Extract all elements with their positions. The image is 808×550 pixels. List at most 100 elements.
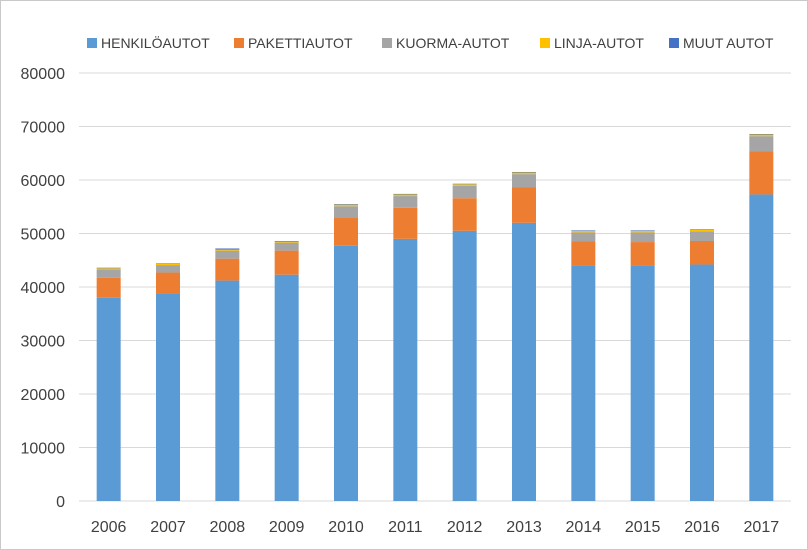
- legend-swatch: [234, 38, 244, 48]
- bar-segment: [96, 268, 121, 270]
- bar-segment: [512, 171, 536, 173]
- bar-segment: [393, 238, 418, 501]
- y-tick-label: 80000: [21, 66, 66, 83]
- x-tick-label: 2009: [269, 519, 305, 536]
- bar-segment: [571, 265, 596, 501]
- legend-label: MUUT AUTOT: [683, 35, 774, 51]
- x-tick-label: 2010: [328, 519, 364, 536]
- y-tick-label: 0: [56, 494, 65, 511]
- bar-segment: [215, 249, 240, 251]
- bar-segment: [749, 151, 774, 195]
- bar-segment: [96, 297, 121, 501]
- x-axis: 2006 2007 2008 2009 2010 2011 2012 2013 2014 2015…: [91, 519, 779, 536]
- legend-swatch: [382, 38, 392, 48]
- bar-segment: [393, 196, 418, 208]
- bar-segment: [512, 174, 536, 188]
- legend-label: KUORMA-AUTOT: [396, 35, 510, 51]
- y-tick-label: 10000: [21, 441, 66, 458]
- bar-segment: [512, 187, 536, 223]
- bar-segment: [690, 229, 714, 232]
- bar-segment: [452, 198, 477, 231]
- gridlines: [79, 72, 791, 502]
- bar-segment: [512, 222, 536, 502]
- y-tick-label: 30000: [21, 334, 66, 351]
- bars: [96, 133, 774, 502]
- bar-segment: [334, 245, 358, 501]
- legend: HENKILÖAUTOT PAKETTIAUTOT KUORMA-AUTOT LINJ…: [87, 34, 774, 51]
- legend-swatch: [87, 38, 97, 48]
- bar-segment: [571, 232, 596, 242]
- y-axis: 0 10000 20000 30000 40000 50000 60000 70000 8000…: [21, 66, 66, 511]
- bar-segment: [393, 207, 418, 239]
- x-tick-label: 2008: [210, 519, 246, 536]
- legend-label: LINJA-AUTOT: [554, 35, 644, 51]
- bar-segment: [452, 184, 477, 186]
- bar-segment: [630, 242, 655, 266]
- bar-segment: [690, 240, 714, 265]
- y-tick-label: 70000: [21, 120, 66, 137]
- bar-segment: [274, 250, 299, 275]
- bar-segment: [334, 206, 358, 218]
- x-tick-label: 2017: [744, 519, 780, 536]
- bar-segment: [630, 265, 655, 501]
- bar-segment: [690, 229, 714, 230]
- y-tick-label: 50000: [21, 227, 66, 244]
- bar-segment: [512, 172, 536, 175]
- legend-item: HENKILÖAUTOT: [87, 34, 210, 51]
- x-tick-label: 2013: [506, 519, 542, 536]
- bar-segment: [274, 240, 299, 242]
- bar-segment: [749, 194, 774, 501]
- bar-segment: [690, 231, 714, 241]
- bar-segment: [156, 265, 180, 273]
- bar-segment: [571, 241, 596, 266]
- bar-segment: [571, 230, 596, 231]
- bar-segment: [96, 277, 121, 298]
- bar-segment: [630, 230, 655, 233]
- x-tick-label: 2016: [684, 519, 720, 536]
- bar-segment: [749, 133, 774, 135]
- bar-segment: [215, 280, 240, 501]
- bar-segment: [630, 232, 655, 243]
- bar-segment: [274, 242, 299, 251]
- legend-label: HENKILÖAUTOT: [101, 34, 210, 51]
- legend-item: KUORMA-AUTOT: [382, 35, 510, 51]
- bar-segment: [334, 204, 358, 205]
- legend-swatch: [540, 38, 550, 48]
- x-tick-label: 2014: [566, 519, 602, 536]
- bar-segment: [749, 136, 774, 152]
- legend-label: PAKETTIAUTOT: [248, 35, 353, 51]
- bar-segment: [156, 263, 180, 264]
- bar-segment: [215, 258, 240, 281]
- x-tick-label: 2011: [388, 519, 423, 536]
- y-tick-label: 20000: [21, 387, 66, 404]
- y-tick-label: 60000: [21, 173, 66, 190]
- bar-segment: [749, 134, 774, 137]
- bar-segment: [690, 264, 714, 501]
- x-tick-label: 2015: [625, 519, 661, 536]
- x-tick-label: 2007: [150, 519, 186, 536]
- bar-segment: [156, 263, 180, 266]
- y-tick-label: 40000: [21, 280, 66, 297]
- bar-segment: [452, 183, 477, 185]
- bar-segment: [274, 274, 299, 501]
- bar-segment: [452, 230, 477, 501]
- bar-segment: [96, 269, 121, 278]
- bar-segment: [96, 267, 121, 269]
- bar-segment: [630, 230, 655, 231]
- bar-segment: [274, 241, 299, 243]
- legend-item: PAKETTIAUTOT: [234, 35, 353, 51]
- bar-segment: [393, 193, 418, 195]
- bar-segment: [334, 217, 358, 246]
- bar-segment: [215, 250, 240, 259]
- bar-segment: [215, 248, 240, 250]
- bar-segment: [156, 293, 180, 501]
- x-tick-label: 2006: [91, 519, 127, 536]
- bar-segment: [452, 185, 477, 199]
- x-tick-label: 2012: [447, 519, 483, 536]
- legend-swatch: [669, 38, 679, 48]
- bar-segment: [156, 272, 180, 294]
- bar-segment: [334, 204, 358, 207]
- bar-segment: [393, 194, 418, 197]
